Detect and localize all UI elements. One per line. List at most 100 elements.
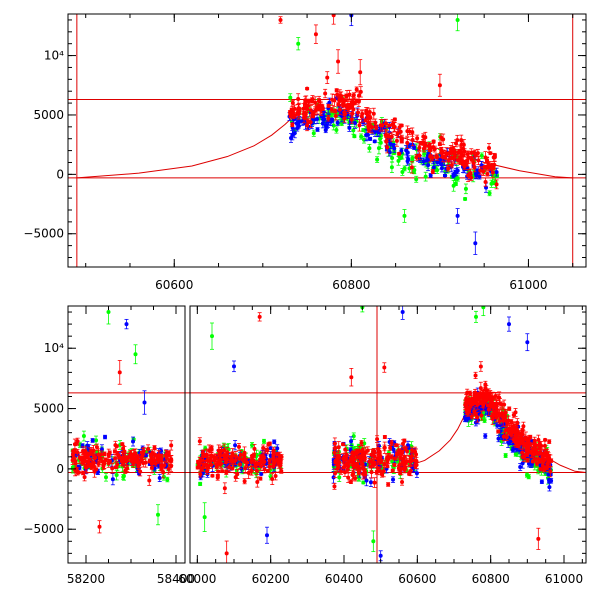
data-point-red: [365, 446, 370, 455]
data-point-red: [405, 136, 410, 149]
x-tick-label: 60800: [332, 278, 370, 292]
data-point-green: [334, 126, 339, 134]
data-point-blue: [110, 473, 115, 486]
data-point-red: [466, 169, 471, 182]
data-point-red: [292, 104, 297, 114]
data-point-red: [110, 463, 115, 474]
data-point-red: [306, 118, 311, 125]
data-point-red: [271, 454, 276, 464]
data-point-blue: [539, 479, 544, 484]
data-point-red: [115, 460, 120, 469]
data-point-red: [458, 158, 463, 164]
data-point-red: [434, 153, 439, 160]
data-point-red: [159, 460, 164, 471]
data-point-green: [114, 469, 119, 481]
data-point-red: [383, 129, 388, 142]
data-point-green: [311, 129, 316, 137]
data-point-red: [325, 71, 330, 84]
data-point-red: [336, 102, 341, 107]
y-tick-label: 5000: [33, 402, 64, 416]
data-point-blue: [546, 472, 551, 477]
data-point-red: [135, 458, 140, 466]
data-point-blue: [439, 158, 444, 170]
data-point-red: [161, 466, 166, 479]
outlier-point: [525, 333, 530, 352]
data-point-red: [113, 440, 118, 450]
outlier-point: [232, 360, 236, 373]
data-point-red: [360, 445, 365, 454]
data-point-green: [402, 165, 407, 172]
data-point-red: [439, 147, 444, 159]
data-point-red: [320, 104, 325, 110]
data-point-red: [332, 94, 337, 107]
data-point-red: [357, 119, 362, 132]
data-point-red: [389, 454, 394, 460]
outlier-point-green: [402, 209, 407, 223]
data-point-red: [427, 143, 432, 148]
data-point-red: [237, 456, 242, 461]
data-point-blue: [372, 139, 377, 144]
data-point-red: [359, 440, 364, 446]
data-point-red: [483, 380, 488, 388]
data-point-red: [400, 478, 405, 486]
data-point-red: [155, 456, 160, 461]
outlier-point: [257, 312, 262, 322]
data-point-blue: [347, 123, 352, 132]
data-point-red: [469, 413, 474, 420]
data-point-red: [199, 467, 204, 472]
data-point-red: [488, 151, 493, 156]
y-tick-label: 10⁴: [44, 341, 64, 355]
data-point-red: [316, 98, 321, 105]
data-point-red: [347, 89, 352, 100]
outlier-point-red: [313, 24, 318, 44]
data-point-red: [414, 153, 419, 161]
data-point-red: [397, 123, 402, 132]
data-point-red: [409, 451, 414, 461]
data-point-red: [336, 441, 341, 454]
data-point-blue: [131, 436, 136, 447]
data-point-blue: [426, 159, 431, 172]
data-point-red: [446, 165, 451, 172]
data-point-red: [386, 482, 391, 487]
data-point-blue: [335, 119, 340, 126]
data-point-red: [464, 162, 469, 167]
data-point-red: [375, 435, 380, 443]
data-point-red: [233, 472, 238, 482]
data-point-red: [341, 103, 346, 108]
data-point-red: [353, 474, 358, 482]
data-point-red: [446, 155, 451, 166]
data-point-green: [161, 473, 166, 481]
data-point-red: [397, 151, 402, 156]
data-point-red: [237, 459, 242, 470]
outlier-point-blue: [455, 208, 460, 224]
data-point-red: [196, 462, 201, 470]
data-point-blue: [349, 436, 354, 447]
data-point-red: [332, 482, 337, 490]
data-point-red: [395, 128, 400, 138]
data-point-red: [355, 455, 360, 460]
data-point-green: [491, 180, 496, 186]
data-point-blue: [233, 440, 238, 451]
data-point-red: [230, 448, 235, 461]
top-frame: [67, 13, 587, 268]
data-point-red: [262, 465, 267, 474]
data-point-red: [538, 467, 543, 472]
data-point-red: [326, 103, 331, 108]
data-point-red: [84, 460, 89, 474]
data-point-green: [351, 432, 356, 440]
data-point-red: [461, 139, 466, 151]
data-point-red: [249, 466, 254, 476]
data-point-red: [375, 464, 380, 472]
data-point-red: [341, 442, 346, 447]
data-point-red: [141, 446, 146, 456]
data-point-blue: [368, 477, 373, 488]
data-point-red: [402, 438, 407, 443]
data-point-red: [93, 455, 98, 460]
data-point-red: [382, 459, 387, 469]
data-point-red: [82, 472, 87, 482]
outlier-point-red: [358, 59, 363, 86]
data-point-red: [389, 131, 394, 142]
data-point-red: [415, 134, 420, 142]
data-point-blue: [391, 476, 396, 483]
data-point-blue: [364, 128, 369, 142]
